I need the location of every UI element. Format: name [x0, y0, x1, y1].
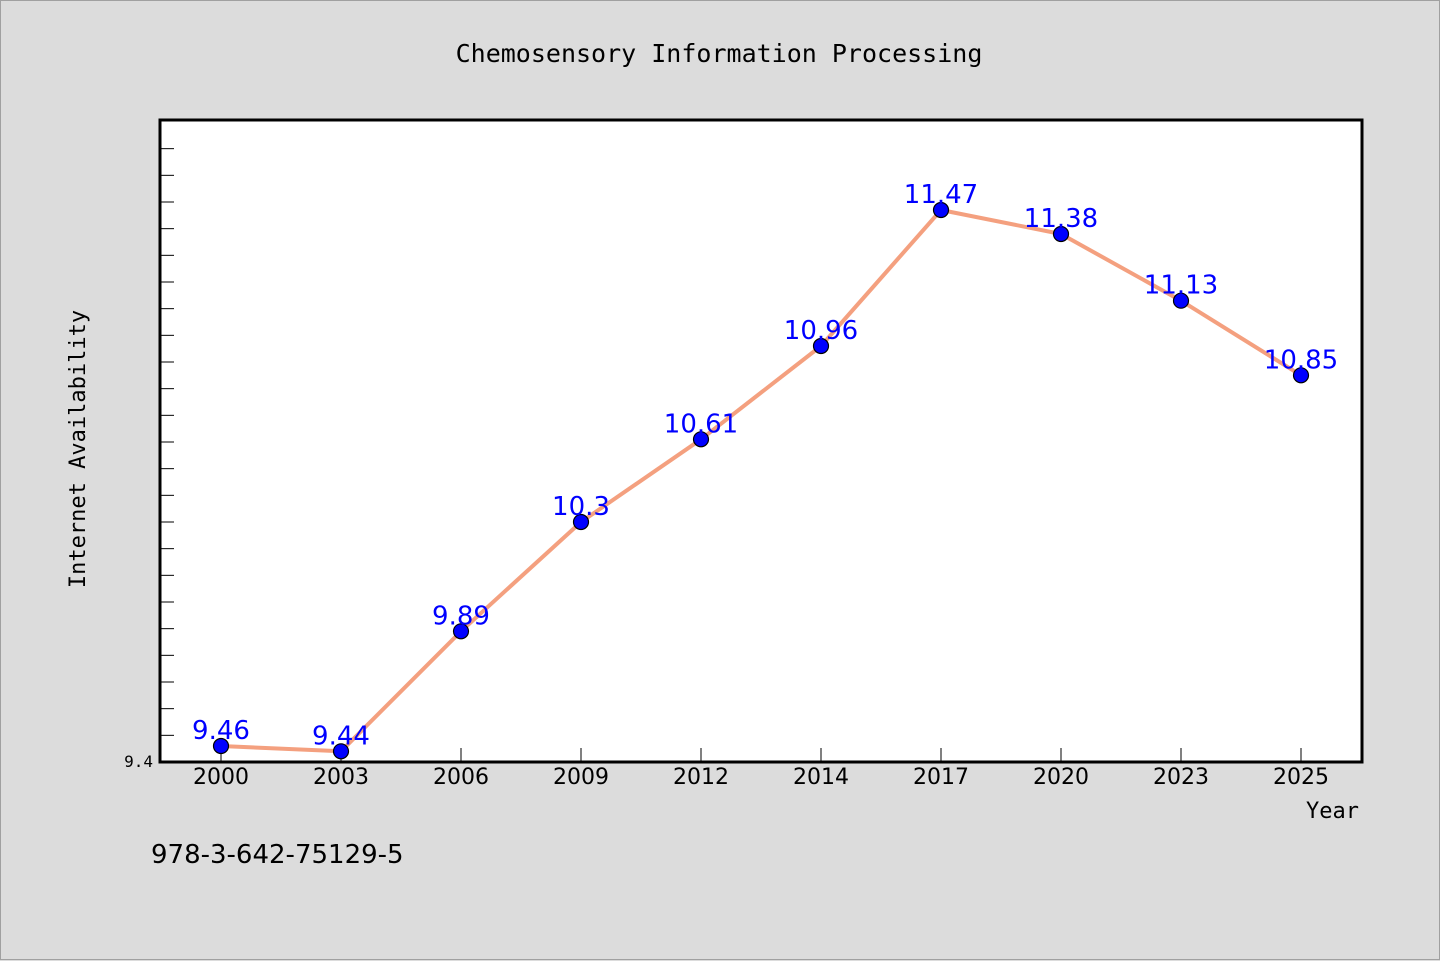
data-label: 9.89: [432, 601, 490, 631]
x-tick-label: 2017: [913, 765, 969, 790]
data-point: [452, 623, 470, 640]
data-label: 11.47: [904, 180, 978, 210]
y-axis-ticks: [160, 148, 174, 763]
x-tick-label: 2014: [793, 765, 849, 790]
data-label: 11.38: [1024, 204, 1098, 234]
data-point: [812, 337, 830, 355]
y-tick-label: 9.4: [124, 752, 153, 771]
plot-area: [158, 118, 1364, 764]
x-axis-ticks: [220, 748, 1302, 762]
x-tick-label: 2023: [1153, 765, 1209, 790]
chart-title: Chemosensory Information Processing: [456, 39, 983, 68]
data-point: [332, 743, 350, 760]
x-tick-label: 2009: [553, 765, 609, 790]
data-point: [692, 431, 710, 448]
x-tick-label: 2012: [673, 765, 729, 790]
y-axis-label: Internet Availability: [66, 310, 91, 588]
data-labels: 9.46 9.44 9.89 10.3 10.61 10.96 11.47 11.38 11.1…: [192, 180, 1338, 751]
data-point: [1292, 367, 1310, 384]
footer-isbn: 978-3-642-75129-5: [151, 840, 404, 870]
data-point: [1172, 292, 1190, 309]
data-points: [212, 201, 1310, 760]
x-tick-label: 2025: [1273, 765, 1329, 790]
data-point: [212, 737, 230, 755]
data-label: 10.3: [552, 492, 610, 522]
data-label: 10.96: [784, 316, 858, 346]
data-point: [932, 201, 950, 219]
data-label: 10.61: [664, 409, 738, 439]
data-point: [572, 513, 590, 531]
data-label: 11.13: [1144, 271, 1218, 301]
data-label: 9.46: [192, 716, 250, 746]
data-label: 10.85: [1264, 345, 1338, 375]
x-tick-label: 2020: [1033, 765, 1089, 790]
data-point: [1052, 225, 1070, 243]
x-tick-label: 2003: [313, 765, 369, 790]
data-label: 9.44: [312, 721, 370, 751]
x-tick-label: 2006: [433, 765, 489, 790]
x-axis-tick-labels: 2000 2003 2006 2009 2012 2014 2017 2020 2023 2025: [193, 765, 1329, 790]
x-tick-label: 2000: [193, 765, 249, 790]
series-line: [219, 208, 1303, 754]
x-axis-label: Year: [1306, 799, 1359, 824]
